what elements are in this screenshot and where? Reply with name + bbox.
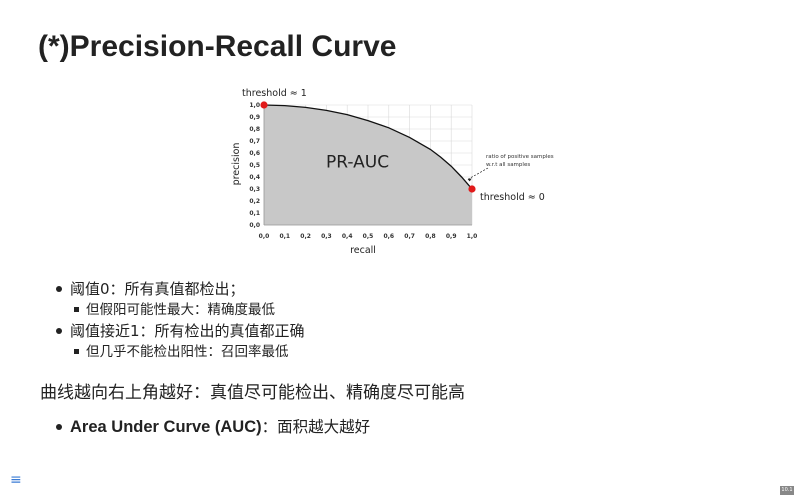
slide-number: 10.1 [780,486,794,495]
x-tick-label: 0,9 [446,233,457,240]
x-tick-label: 0,5 [363,233,374,240]
x-tick-label: 0,0 [259,233,270,240]
sub-bullet-threshold-zero: 但假阳可能性最大：精确度最低 [52,300,305,320]
annotation-line-1: ratio of positive samples [486,154,554,160]
x-tick-label: 0,7 [404,233,415,240]
x-tick-label: 0,4 [342,233,353,240]
x-tick-label: 0,3 [321,233,332,240]
summary-text: 曲线越向右上角越好：真值尽可能检出、精确度尽可能高 [40,383,465,403]
annotation-arrow [467,167,489,180]
slide-title: (*)Precision-Recall Curve [38,30,397,63]
y-tick-label: 0,9 [249,114,260,121]
annotation-arrowhead [467,178,472,182]
threshold-point [468,185,476,193]
pr-auc-area [264,105,472,225]
y-tick-label: 0,3 [249,186,260,193]
pr-curve-line [263,104,473,190]
x-tick-label: 0,6 [383,233,394,240]
x-axis-label: recall [350,245,376,256]
threshold-top-label: threshold ≈ 1 [242,88,307,99]
y-tick-label: 1,0 [249,102,260,109]
auc-bold-text: Area Under Curve (AUC) [70,418,262,436]
y-tick-label: 0,2 [249,198,260,205]
sub-bullet-threshold-one: 但几乎不能检出阳性：召回率最低 [52,342,305,362]
x-tick-label: 0,2 [300,233,311,240]
threshold-point [260,101,268,109]
x-tick-label: 0,1 [279,233,290,240]
auc-bullet: Area Under Curve (AUC)：面积越大越好 [52,416,370,438]
y-tick-label: 0,5 [249,162,260,169]
x-tick-label: 0,8 [425,233,436,240]
pr-curve-chart: 0,0 0,1 0,2 0,3 0,4 0,5 0,6 0,7 0,8 0,9 1,0 1,0 0,9 0… [231,88,554,256]
y-tick-label: 0,7 [249,138,260,145]
bullet-list: 阈值0：所有真值都检出； 但假阳可能性最大：精确度最低 阈值接近1：所有检出的真… [52,278,305,362]
y-tick-label: 0,1 [249,210,260,217]
pr-auc-label: PR-AUC [326,152,389,172]
y-tick-label: 0,6 [249,150,260,157]
menu-icon[interactable]: ≡ [10,472,22,488]
threshold-bottom-label: threshold ≈ 0 [480,192,545,203]
y-axis-label: precision [231,143,242,186]
bullet-threshold-zero: 阈值0：所有真值都检出； [52,278,305,300]
annotation-line-2: w.r.t all samples [486,162,530,168]
y-tick-label: 0,4 [249,174,260,181]
pr-curve-figure: 0,0 0,1 0,2 0,3 0,4 0,5 0,6 0,7 0,8 0,9 1,0 1,0 0,9 0… [228,84,588,260]
y-tick-label: 0,0 [249,222,260,229]
bullet-threshold-one: 阈值接近1：所有检出的真值都正确 [52,320,305,342]
x-tick-label: 1,0 [467,233,478,240]
y-tick-label: 0,8 [249,126,260,133]
auc-rest-text: ：面积越大越好 [261,418,371,436]
